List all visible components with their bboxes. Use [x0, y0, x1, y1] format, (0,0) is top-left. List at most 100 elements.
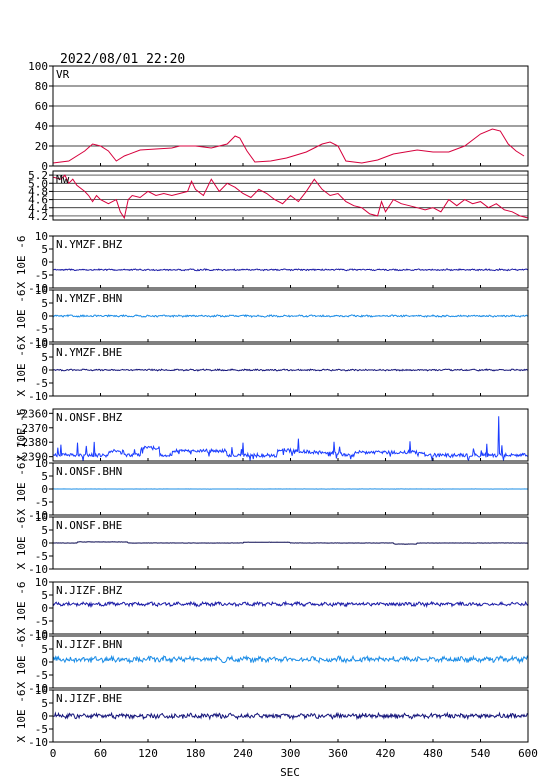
panel-label: N.JIZF.BHE: [56, 692, 122, 705]
y-tick-label: 5.0: [28, 177, 48, 190]
y-tick-label: -10: [28, 282, 48, 295]
y-tick-label: -5: [35, 615, 48, 628]
y-axis-label: X 10E -6: [15, 236, 28, 289]
panel-frame: [52, 635, 529, 689]
panel-label: N.YMZF.BHN: [56, 292, 122, 305]
panel-mw: 4.24.44.64.85.05.2 Mw: [28, 169, 529, 223]
panel-label: N.ONSF.BHZ: [56, 411, 123, 424]
series-line-onsf-bhz: [52, 416, 529, 462]
y-axis-label: X 10E -6: [15, 463, 28, 516]
x-tick-label: 360: [328, 747, 348, 760]
y-tick-label: 5: [41, 351, 48, 364]
y-tick-label: 100: [28, 60, 48, 73]
panel-label: VR: [56, 68, 70, 81]
y-tick-label: 10: [35, 338, 48, 351]
x-tick-label: 540: [471, 747, 491, 760]
y-tick-label: 0: [41, 656, 48, 669]
panel-vr: 0 20 40 60 80 100 VR: [28, 60, 529, 173]
y-axis-label: X 10E -6: [15, 517, 28, 570]
x-tick-label: 60: [94, 747, 107, 760]
y-tick-label: -10: [28, 336, 48, 349]
y-tick-label: 0: [41, 160, 48, 173]
x-tick-label: 240: [233, 747, 253, 760]
y-tick-label: 10: [35, 511, 48, 524]
panel-label: N.JIZF.BHZ: [56, 584, 123, 597]
y-tick-label: -5: [35, 496, 48, 509]
y-tick-label: -10: [28, 390, 48, 403]
x-tick-label: 480: [423, 747, 443, 760]
y-tick-label: 4.4: [28, 202, 48, 215]
x-tick-label: 180: [186, 747, 206, 760]
y-tick-label: 10: [35, 284, 48, 297]
y-tick-label: -10: [28, 682, 48, 695]
y-tick-label: -2370: [15, 422, 48, 435]
panel-frame: [52, 65, 529, 167]
y-tick-label: 5: [41, 470, 48, 483]
panel-frame: [52, 235, 529, 289]
y-tick-label: -5: [35, 723, 48, 736]
y-tick-label: 0: [41, 364, 48, 377]
y-tick-label: -5: [35, 323, 48, 336]
y-axis-label: X 10E -6: [15, 636, 28, 689]
y-tick-label: 4.8: [28, 185, 48, 198]
series-line-jizf-bhz: [52, 600, 529, 609]
y-tick-label: 0: [41, 537, 48, 550]
y-tick-label: 4.2: [28, 210, 48, 223]
y-tick-label: 0: [41, 710, 48, 723]
y-tick-label: -5: [35, 669, 48, 682]
y-tick-label: -10: [28, 509, 48, 522]
y-tick-label: 5: [41, 643, 48, 656]
y-tick-label: 10: [35, 630, 48, 643]
y-tick-label: 4.6: [28, 194, 48, 207]
x-tick-label: 300: [281, 747, 301, 760]
x-tick-label: 0: [50, 747, 57, 760]
panel-label: Mw: [56, 173, 70, 186]
series-line-mw: [52, 174, 529, 220]
y-tick-label: 10: [35, 230, 48, 243]
y-tick-label: 80: [35, 80, 48, 93]
y-tick-label: -5: [35, 550, 48, 563]
series-line-ymzf-bhe: [52, 368, 529, 372]
y-tick-label: 10: [35, 576, 48, 589]
y-tick-label: 5: [41, 243, 48, 256]
y-tick-label: -10: [28, 563, 48, 576]
y-tick-label: 5.2: [28, 169, 48, 182]
y-tick-label: 0: [41, 483, 48, 496]
y-tick-label: -2390: [15, 451, 48, 464]
y-tick-label: 5: [41, 697, 48, 710]
y-axis-label: X 10E -6: [15, 290, 28, 343]
y-tick-label: -2360: [15, 407, 48, 420]
y-axis-label: X 10E -6: [15, 409, 28, 462]
y-tick-label: 0: [41, 310, 48, 323]
y-tick-label: 10: [35, 684, 48, 697]
y-tick-label: 0: [41, 256, 48, 269]
y-tick-label: -10: [28, 736, 48, 749]
timestamp-label: 2022/08/01 22:20: [60, 52, 185, 67]
x-tick-label: 600: [518, 747, 538, 760]
x-axis: 0 60 120 180 240 300 360 420 480 540 600: [50, 747, 538, 760]
y-tick-label: -5: [35, 377, 48, 390]
y-tick-label: -2380: [15, 436, 48, 449]
y-tick-label: 5: [41, 297, 48, 310]
y-axis-label: X 10E -6: [15, 690, 28, 743]
panel-label: N.JIZF.BHN: [56, 638, 122, 651]
series-line-onsf-bhe: [53, 541, 528, 545]
y-tick-label: -10: [28, 628, 48, 641]
y-tick-label: 5: [41, 524, 48, 537]
x-tick-label: 120: [138, 747, 158, 760]
panel-label: N.YMZF.BHZ: [56, 238, 123, 251]
panel-frame: [52, 581, 529, 635]
series-line-jizf-bhn: [52, 654, 529, 665]
x-tick-label: 420: [376, 747, 396, 760]
y-tick-label: 20: [35, 140, 48, 153]
x-axis-label: SEC: [280, 766, 300, 779]
y-axis-label: X 10E -6: [15, 582, 28, 635]
y-tick-label: -5: [35, 269, 48, 282]
